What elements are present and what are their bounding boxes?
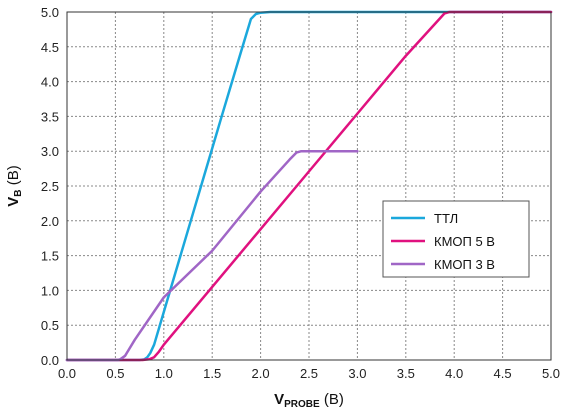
y-tick-label: 1.5 <box>41 249 59 264</box>
series-line-cmos-5v <box>65 10 553 362</box>
legend: ТТЛ КМОП 5 В КМОП 3 В <box>382 200 530 278</box>
y-tick-label: 0.5 <box>41 318 59 333</box>
x-tick-label: 1.0 <box>155 366 173 381</box>
grid <box>67 12 551 360</box>
x-tick-label: 0.0 <box>58 366 76 381</box>
legend-label-ttl: ТТЛ <box>434 211 458 226</box>
y-tick-label: 0.0 <box>41 353 59 368</box>
y-tick-label: 2.0 <box>41 214 59 229</box>
x-axis-title-unit: (В) <box>320 391 344 408</box>
y-tick-label: 3.0 <box>41 144 59 159</box>
y-axis-title: VB (В) <box>5 165 24 206</box>
x-tick-label: 3.0 <box>348 366 366 381</box>
plot-frame <box>66 11 552 361</box>
series-line-ttl <box>65 10 553 362</box>
y-axis-title-main: V <box>5 197 22 207</box>
x-axis-title-main: V <box>274 391 284 408</box>
y-tick-label: 1.0 <box>41 283 59 298</box>
x-tick-label: 2.0 <box>252 366 270 381</box>
x-tick-label: 4.5 <box>494 366 512 381</box>
y-tick-labels: 0.0 0.5 1.0 1.5 2.0 2.5 3.0 3.5 4.0 4.5 5.0 <box>41 5 59 368</box>
x-tick-label: 4.0 <box>445 366 463 381</box>
legend-label-cmos3: КМОП 3 В <box>434 257 495 272</box>
y-tick-label: 5.0 <box>41 5 59 20</box>
series-line-cmos-3v <box>65 149 359 362</box>
legend-label-cmos5: КМОП 5 В <box>434 234 495 249</box>
x-tick-label: 5.0 <box>542 366 560 381</box>
x-tick-label: 2.5 <box>300 366 318 381</box>
y-tick-label: 2.5 <box>41 179 59 194</box>
y-axis-title-unit: (В) <box>5 165 22 189</box>
y-tick-label: 4.5 <box>41 40 59 55</box>
x-tick-label: 3.5 <box>397 366 415 381</box>
y-tick-label: 4.0 <box>41 75 59 90</box>
series-layer <box>65 10 553 362</box>
y-tick-label: 3.5 <box>41 109 59 124</box>
x-tick-label: 0.5 <box>106 366 124 381</box>
x-tick-labels: 0.0 0.5 1.0 1.5 2.0 2.5 3.0 3.5 4.0 4.5 5.0 <box>58 366 560 381</box>
y-axis-title-sub: B <box>13 189 24 196</box>
x-axis-title-sub: PROBE <box>284 399 320 410</box>
x-tick-label: 1.5 <box>203 366 221 381</box>
x-axis-title: VPROBE (В) <box>274 391 344 410</box>
